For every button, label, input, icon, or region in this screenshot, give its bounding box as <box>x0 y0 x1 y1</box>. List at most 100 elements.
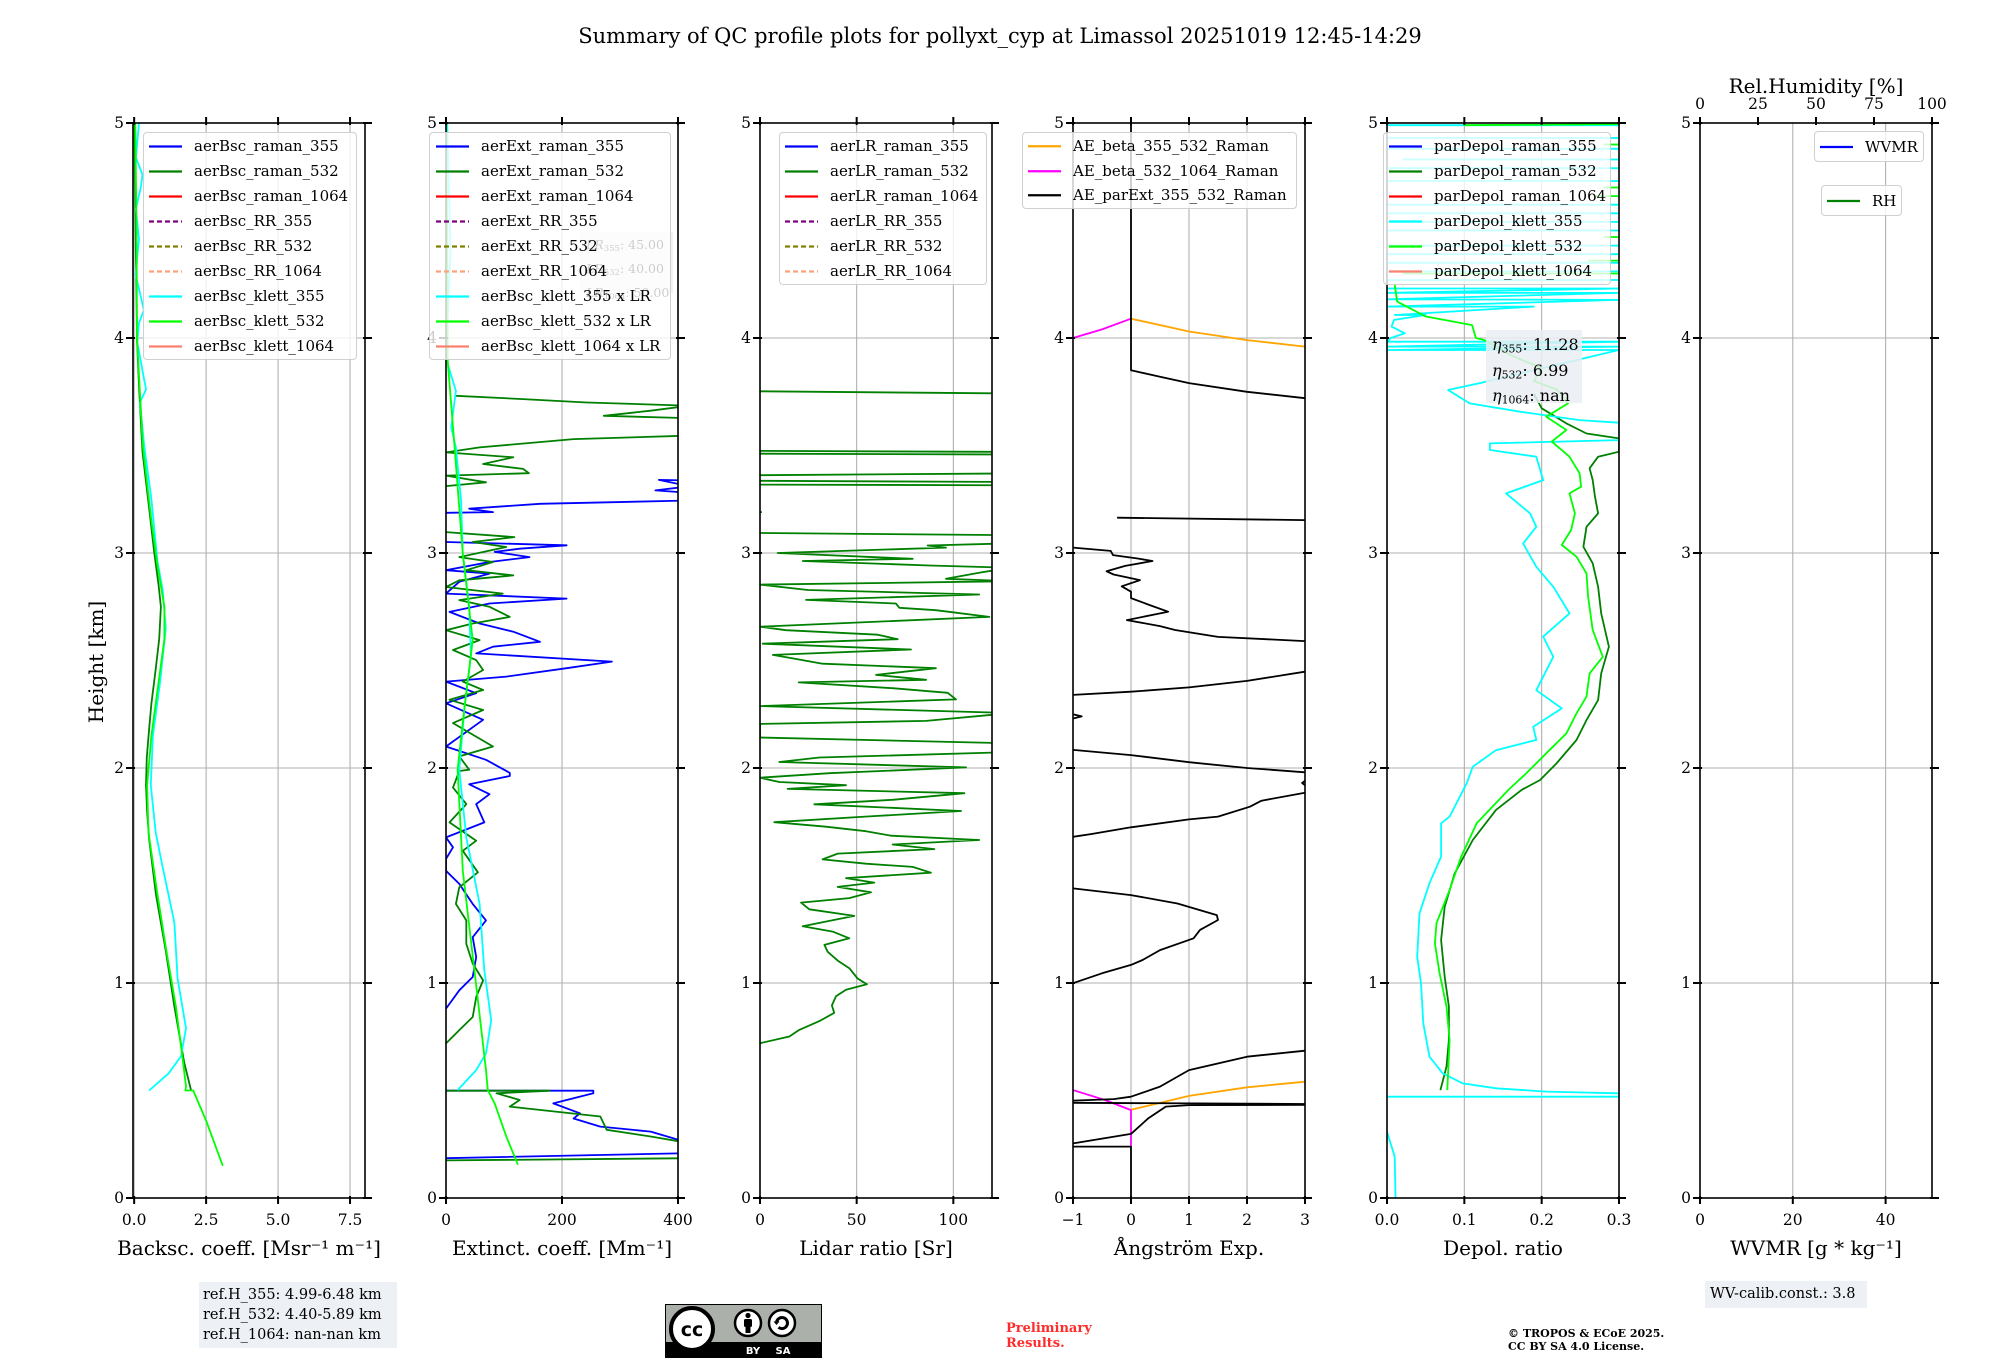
y-tick-label: 1 <box>114 974 124 992</box>
top-x-tick-label: 50 <box>1806 95 1826 113</box>
legend-label: aerBsc_klett_355 <box>194 287 325 305</box>
svg-text:cc: cc <box>681 1319 704 1341</box>
series-line-ae-parext-355-532-raman <box>1073 1049 1305 1102</box>
plot-area <box>1387 123 1619 1198</box>
legend-line-icon <box>1389 270 1422 273</box>
legend-panel-1: aerBsc_raman_355 aerBsc_raman_532 aerBsc_r… <box>143 132 357 360</box>
legend-label: aerBsc_RR_355 <box>194 212 313 230</box>
y-tick-label: 1 <box>1681 974 1691 992</box>
legend-label: aerBsc_RR_1064 <box>194 262 322 280</box>
legend-item-aerlr-raman-532: aerLR_raman_532 <box>780 159 986 184</box>
y-tick-label: 5 <box>114 114 124 132</box>
x-tick-label: 2.5 <box>194 1211 219 1229</box>
legend-line-icon <box>1389 170 1422 173</box>
y-tick-label: 3 <box>1681 544 1691 562</box>
y-tick-label: 4 <box>114 329 124 347</box>
series-line-ae-parext-355-532-raman <box>1117 516 1305 521</box>
series-line-aerext-raman-355 <box>446 479 678 514</box>
x-axis-label: WVMR [g * kg⁻¹] <box>1730 1236 1902 1260</box>
series-line-ae-parext-355-532-raman <box>1073 713 1083 720</box>
legend-label: aerLR_raman_355 <box>830 137 969 155</box>
y-tick-label: 0 <box>427 1189 437 1207</box>
series-line-aerbsc-klett-532-x-lr <box>446 123 519 1166</box>
legend-label: aerExt_raman_355 <box>481 137 624 155</box>
badge-by-label: BY <box>746 1346 761 1357</box>
y-tick-label: 2 <box>1681 759 1691 777</box>
legend-line-icon <box>1028 145 1061 148</box>
y-tick-label: 5 <box>427 114 437 132</box>
legend-label: aerLR_RR_532 <box>830 237 943 255</box>
legend-label: parDepol_klett_532 <box>1434 237 1583 255</box>
y-tick-label: 4 <box>1368 329 1378 347</box>
legend-label: aerBsc_klett_355 x LR <box>481 287 651 305</box>
y-tick-label: 5 <box>1681 114 1691 132</box>
legend-label: aerBsc_raman_532 <box>194 162 339 180</box>
series-line-ae-parext-355-532-raman <box>1073 887 1219 985</box>
sa-share-alike-icon <box>767 1308 797 1338</box>
legend-item-pardepol-klett-355: parDepol_klett_355 <box>1384 209 1610 234</box>
x-tick-label: 0 <box>1695 1211 1705 1229</box>
legend-item-pardepol-raman-532: parDepol_raman_532 <box>1384 159 1610 184</box>
y-tick-label: 1 <box>741 974 751 992</box>
y-tick-label: 0 <box>114 1189 124 1207</box>
copyright-note: © TROPOS & ECoE 2025. CC BY SA 4.0 Licen… <box>1508 1327 1665 1353</box>
x-tick-label: 5.0 <box>266 1211 291 1229</box>
y-tick-label: 5 <box>741 114 751 132</box>
series-line-ae-parext-355-532-raman <box>1073 749 1305 774</box>
legend-line-icon <box>149 245 182 248</box>
y-tick-label: 4 <box>1054 329 1064 347</box>
legend-label: AE_beta_355_532_Raman <box>1073 137 1269 155</box>
y-tick-label: 4 <box>741 329 751 347</box>
x-tick-label: 100 <box>939 1211 969 1229</box>
legend-line-icon <box>436 245 469 248</box>
legend-label: aerBsc_klett_1064 <box>194 337 335 355</box>
legend-line-icon <box>1827 199 1860 203</box>
series-line-aerlr-raman-532 <box>760 472 992 477</box>
legend-label: AE_parExt_355_532_Raman <box>1073 186 1287 204</box>
series-line-pardepol-klett-355 <box>1387 287 1619 1095</box>
axes-frame <box>1386 122 1620 1199</box>
plot-area <box>133 123 224 1167</box>
legend-item-wvmr: WVMR <box>1815 133 1923 161</box>
x-tick-label: 0.0 <box>1375 1211 1400 1229</box>
legend-item-aerbsc-rr-1064: aerBsc_RR_1064 <box>144 259 356 284</box>
panel-1: 0.0 2.5 5.0 7.5 0 1 2 3 4 5 Backsc. coeff. [Msr⁻¹ … <box>84 114 381 1260</box>
legend-label: WVMR <box>1865 138 1918 156</box>
legend-label: AE_beta_532_1064_Raman <box>1073 161 1279 180</box>
legend-line-icon <box>436 195 469 198</box>
legend-item-aerlr-rr-355: aerLR_RR_355 <box>780 209 986 234</box>
top-x-tick-label: 100 <box>1917 95 1947 113</box>
legend-line-icon <box>785 270 818 273</box>
legend-label: parDepol_raman_532 <box>1434 162 1597 180</box>
legend-item-ae-parext-355-532-raman: AE_parExt_355_532_Raman <box>1023 183 1296 208</box>
legend-line-icon <box>1028 169 1061 172</box>
y-tick-label: 0 <box>1368 1189 1378 1207</box>
legend-item-pardepol-klett-1064: parDepol_klett_1064 <box>1384 259 1610 284</box>
legend-label: aerLR_RR_355 <box>830 212 943 230</box>
legend-label: aerExt_RR_532 <box>481 237 598 255</box>
legend-item-aerlr-rr-532: aerLR_RR_532 <box>780 234 986 259</box>
legend-label: aerLR_raman_1064 <box>830 187 979 205</box>
legend-label: aerLR_raman_532 <box>830 162 969 180</box>
reference-height-box: ref.H_355: 4.99-6.48 km ref.H_532: 4.40-… <box>199 1282 397 1348</box>
eta-355-row: η355: 11.28 <box>1492 335 1579 356</box>
axes-frame <box>132 122 366 1199</box>
series-line-ae-parext-355-532-raman <box>1073 1145 1132 1198</box>
plot-area <box>1073 123 1305 1198</box>
series-line-aerlr-raman-532 <box>760 479 992 483</box>
legend-panel-2: aerExt_raman_355 aerExt_raman_532 aerExt_r… <box>429 132 671 360</box>
y-tick-label: 0 <box>1054 1189 1064 1207</box>
badge-sa-label: SA <box>776 1346 791 1357</box>
legend-item-aerlr-raman-355: aerLR_raman_355 <box>780 134 986 159</box>
legend-item-rh: RH <box>1822 187 1901 215</box>
series-line-aerlr-raman-532 <box>760 532 992 1045</box>
x-tick-label: 1 <box>1184 1211 1194 1229</box>
x-tick-label: 0 <box>755 1211 765 1229</box>
legend-line-icon <box>436 320 469 323</box>
legend-line-icon <box>149 145 182 148</box>
legend-line-icon <box>785 195 818 198</box>
series-line-aerext-raman-532 <box>446 394 678 487</box>
x-tick-label: 3 <box>1300 1211 1310 1229</box>
by-person-icon <box>733 1308 763 1338</box>
